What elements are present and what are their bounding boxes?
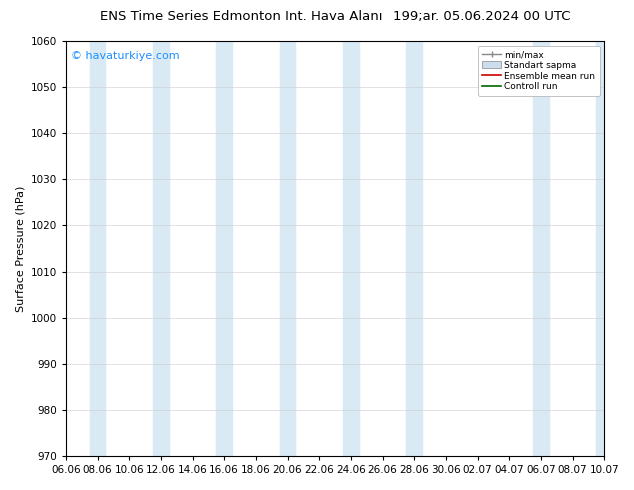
Bar (89, 41, 105, 456)
Bar (406, 41, 422, 456)
Legend: min/max, Standart sapma, Ensemble mean run, Controll run: min/max, Standart sapma, Ensemble mean r… (478, 46, 600, 96)
Text: ENS Time Series Edmonton Int. Hava Alanı: ENS Time Series Edmonton Int. Hava Alanı (100, 10, 382, 23)
Bar (343, 41, 359, 456)
Text: 199;ar. 05.06.2024 00 UTC: 199;ar. 05.06.2024 00 UTC (393, 10, 571, 23)
Bar (596, 41, 612, 456)
Text: © havaturkiye.com: © havaturkiye.com (71, 51, 180, 61)
Bar (153, 41, 169, 456)
Bar (280, 41, 295, 456)
Bar (533, 41, 549, 456)
Y-axis label: Surface Pressure (hPa): Surface Pressure (hPa) (15, 185, 25, 312)
Bar (216, 41, 232, 456)
